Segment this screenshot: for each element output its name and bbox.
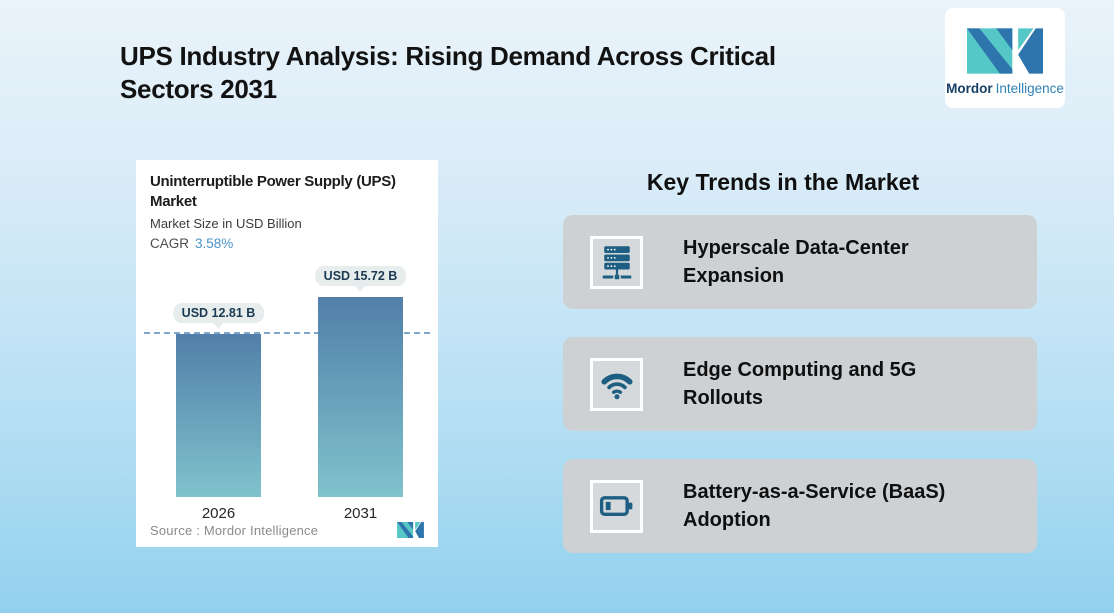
bar-group-2031: USD 15.72 B 2031 xyxy=(314,266,407,522)
chart-subtitle: Market Size in USD Billion xyxy=(150,216,302,231)
brand-logo-badge: Mordor Intelligence xyxy=(945,8,1065,108)
trend-label: Edge Computing and 5G Rollouts xyxy=(683,356,916,412)
trend-icon-tile xyxy=(590,235,643,289)
cagr-value: 3.58% xyxy=(195,236,234,251)
bar-value-text-2026: USD 12.81 B xyxy=(181,306,256,320)
chart-cagr: CAGR 3.58% xyxy=(150,236,233,251)
bar-group-2026: USD 12.81 B 2026 xyxy=(172,280,265,522)
server-rack-icon xyxy=(602,246,631,280)
chart-title-line1: Uninterruptible Power Supply (UPS) xyxy=(150,173,396,190)
trend-label-line1: Battery-as-a-Service (BaaS) xyxy=(683,481,946,503)
bar-2031 xyxy=(318,297,403,497)
wifi-icon xyxy=(600,373,633,400)
trend-label-line2: Expansion xyxy=(683,265,785,287)
bar-chart-plot-area: USD 12.81 B 2026 USD 15.72 B 2031 xyxy=(136,266,438,522)
trend-label: Hyperscale Data-Center Expansion xyxy=(683,234,909,290)
x-axis-label-2031: 2031 xyxy=(343,505,378,522)
trend-label-line1: Edge Computing and 5G xyxy=(683,359,917,381)
trend-label-line2: Adoption xyxy=(683,509,771,531)
bar-value-text-2031: USD 15.72 B xyxy=(323,269,398,283)
chart-title: Uninterruptible Power Supply (UPS) Marke… xyxy=(150,172,396,212)
trend-card-hyperscale: Hyperscale Data-Center Expansion xyxy=(563,215,1037,309)
trend-label-line2: Rollouts xyxy=(683,387,763,409)
trend-card-edge-5g: Edge Computing and 5G Rollouts xyxy=(563,337,1037,431)
trend-label-line1: Hyperscale Data-Center xyxy=(683,237,909,259)
reference-dashed-line xyxy=(144,332,430,334)
trend-icon-tile xyxy=(590,479,643,533)
brand-name-bold: Mordor xyxy=(946,81,993,96)
brand-name-light: Intelligence xyxy=(995,81,1064,96)
trends-heading: Key Trends in the Market xyxy=(646,169,920,195)
trend-icon-tile xyxy=(590,357,643,411)
page-title: UPS Industry Analysis: Rising Demand Acr… xyxy=(120,40,776,106)
market-size-chart-card: Uninterruptible Power Supply (UPS) Marke… xyxy=(136,160,438,547)
battery-icon xyxy=(599,496,632,516)
chart-footer: Source : Mordor Intelligence xyxy=(150,522,424,538)
cagr-label: CAGR xyxy=(150,236,190,251)
chart-source-text: Source : Mordor Intelligence xyxy=(150,522,319,538)
chart-title-line2: Market xyxy=(150,193,197,210)
bar-2026 xyxy=(176,334,261,497)
bar-value-label-2026: USD 12.81 B xyxy=(172,303,265,323)
mordor-intelligence-mini-logo-icon xyxy=(397,522,424,538)
trend-card-baas: Battery-as-a-Service (BaaS) Adoption xyxy=(563,459,1037,553)
x-axis-label-2026: 2026 xyxy=(201,505,236,522)
mordor-intelligence-logo-icon xyxy=(967,28,1043,74)
page-title-line2: Sectors 2031 xyxy=(120,74,277,104)
trend-label: Battery-as-a-Service (BaaS) Adoption xyxy=(683,478,945,534)
page-title-line1: UPS Industry Analysis: Rising Demand Acr… xyxy=(120,41,776,71)
bar-value-label-2031: USD 15.72 B xyxy=(314,266,407,286)
brand-logo-text: Mordor Intelligence xyxy=(946,81,1064,96)
